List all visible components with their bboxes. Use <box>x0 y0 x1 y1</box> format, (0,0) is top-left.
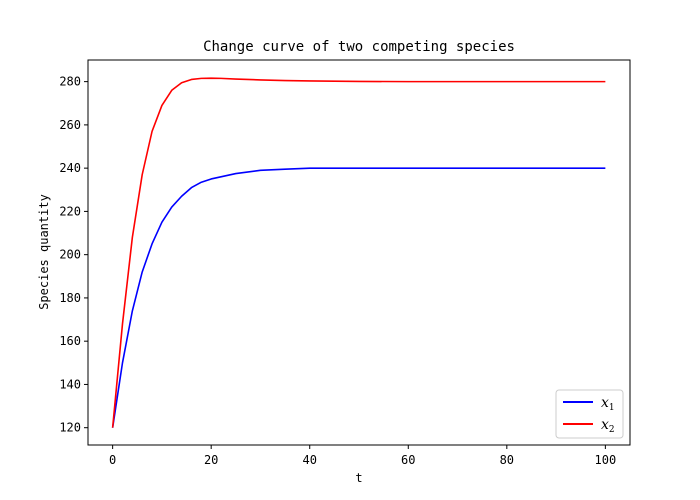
legend-label-2: x2 <box>601 417 615 435</box>
x-tick-label: 0 <box>109 453 116 467</box>
y-tick-label: 200 <box>59 248 81 262</box>
y-tick-label: 240 <box>59 161 81 175</box>
y-tick-label: 180 <box>59 291 81 305</box>
legend-label-1: x1 <box>601 395 615 413</box>
y-tick-label: 120 <box>59 421 81 435</box>
series-line-2 <box>111 77 606 428</box>
y-tick-label: 260 <box>59 118 81 132</box>
y-tick-label: 140 <box>59 377 81 391</box>
x-tick-label: 40 <box>303 453 317 467</box>
x-tick-label: 100 <box>595 453 617 467</box>
x-tick-label: 80 <box>500 453 514 467</box>
x-tick-label: 60 <box>401 453 415 467</box>
x-axis-label: t <box>355 471 362 485</box>
chart-title: Change curve of two competing species <box>203 39 515 55</box>
y-tick-label: 160 <box>59 334 81 348</box>
y-axis: 120 140 160 180 200 220 240 260 280 <box>59 75 88 435</box>
y-tick-label: 280 <box>59 75 81 89</box>
series-line-1 <box>111 167 606 428</box>
x-axis: 0 20 40 60 80 100 <box>109 445 616 467</box>
y-axis-label: Species quantity <box>37 194 51 310</box>
plot-area <box>111 77 606 428</box>
y-tick-label: 220 <box>59 204 81 218</box>
plot-frame <box>87 59 631 446</box>
x-tick-label: 20 <box>204 453 218 467</box>
